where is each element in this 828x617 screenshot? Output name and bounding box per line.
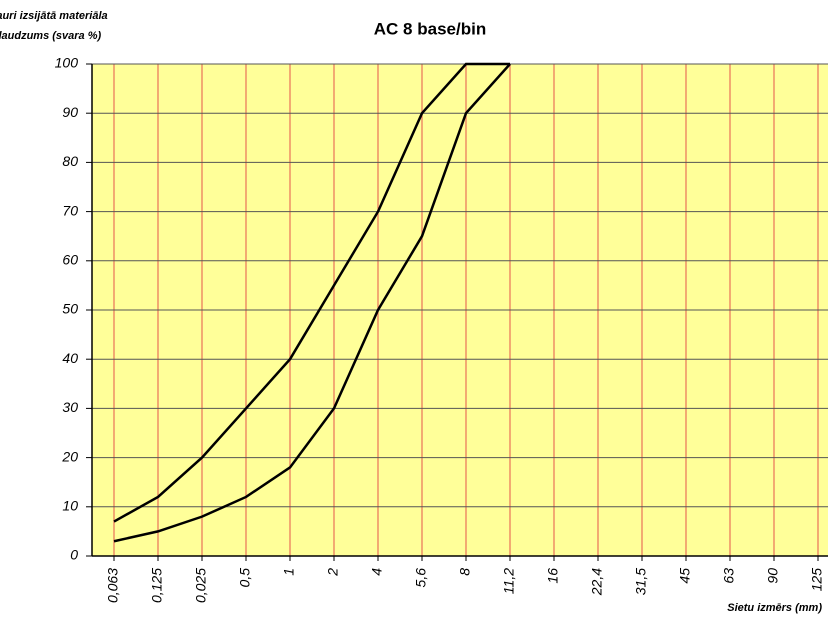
x-tick-label: 31,5 [633, 568, 649, 595]
series-line [113, 62, 510, 523]
x-tick-label: 45 [677, 568, 693, 584]
y-tick-label: 60 [62, 252, 78, 268]
y-tick-label: 10 [62, 498, 78, 514]
x-tick-label: 90 [765, 568, 781, 584]
y-tick-label: 20 [61, 448, 78, 464]
x-tick-label: 2 [325, 568, 341, 577]
y-axis-label: daudzums (svara %) [0, 30, 102, 42]
x-tick-label: 4 [369, 568, 385, 576]
y-tick-label: 0 [70, 547, 78, 563]
x-tick-label: 0,063 [105, 568, 121, 603]
x-tick-label: 11,2 [501, 568, 517, 594]
series-line [113, 63, 511, 543]
y-tick-label: 30 [62, 399, 78, 415]
y-tick-label: 40 [62, 350, 78, 366]
x-tick-label: 1 [281, 568, 297, 576]
x-axis-label: Sietu izmērs (mm) [727, 602, 822, 614]
y-tick-label: 100 [55, 55, 79, 71]
x-tick-label: 63 [721, 568, 737, 584]
y-tick-label: 80 [62, 153, 78, 169]
x-tick-label: 16 [545, 568, 561, 584]
x-tick-label: 22,4 [589, 568, 605, 596]
y-axis-label: Cauri izsijātā materiāla [0, 10, 108, 22]
x-tick-label: 0,5 [237, 568, 253, 588]
x-tick-label: 8 [457, 568, 473, 576]
x-tick-label: 125 [809, 568, 825, 592]
chart-title: AC 8 base/bin [374, 19, 486, 38]
x-tick-label: 0,025 [193, 568, 209, 603]
y-tick-label: 70 [62, 202, 78, 218]
y-tick-label: 90 [62, 104, 78, 120]
y-tick-label: 50 [62, 301, 78, 317]
x-tick-label: 0,125 [149, 568, 165, 603]
x-tick-label: 5,6 [413, 568, 429, 588]
